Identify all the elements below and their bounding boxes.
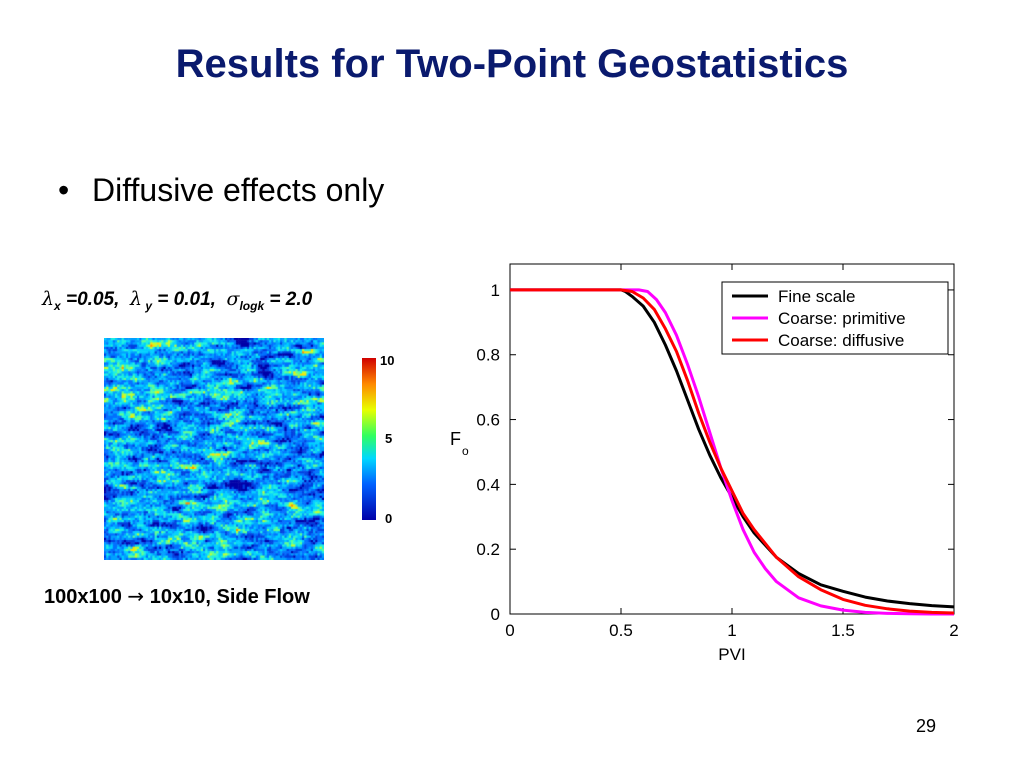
sigma-subscript: logk — [239, 298, 265, 313]
colorbar-label-mid: 5 — [385, 431, 393, 446]
chart-legend: Fine scale Coarse: primitive Coarse: diffu… — [721, 281, 949, 355]
y-tick-label: 0.4 — [476, 475, 500, 494]
parameter-line: λx =0.05, λ y = 0.01, σlogk = 2.0 — [42, 288, 312, 313]
x-axis-label: PVI — [718, 645, 745, 664]
y-tick-label: 0.8 — [476, 346, 500, 365]
x-tick-label: 1 — [727, 621, 736, 640]
bullet-text: Diffusive effects only — [92, 172, 385, 208]
y-tick-label: 0 — [491, 605, 500, 624]
bullet-item: • Diffusive effects only — [58, 172, 384, 209]
y-tick-label: 1 — [491, 281, 500, 300]
lambda-y-value: = 0.01, — [152, 289, 216, 310]
lambda-y-symbol: λ — [129, 288, 142, 310]
sigma-symbol: σ — [226, 288, 240, 310]
y-tick-label: 0.2 — [476, 540, 500, 559]
bullet-marker: • — [58, 172, 70, 208]
right-arrow-icon: → — [127, 584, 145, 608]
colorbar-label-min: 0 — [385, 511, 393, 526]
lambda-y-subscript: y — [141, 298, 152, 313]
colorbar-label-max: 10 — [380, 353, 395, 368]
series-line — [510, 288, 954, 616]
legend-entry: Coarse: diffusive — [778, 331, 904, 350]
lambda-x-subscript: x — [54, 298, 61, 313]
chart-series — [510, 288, 955, 616]
legend-entry: Coarse: primitive — [778, 309, 906, 328]
x-tick-label: 2 — [949, 621, 958, 640]
caption-right: 10x10, Side Flow — [144, 586, 310, 608]
permeability-field-map — [104, 338, 324, 560]
x-tick-label: 0.5 — [609, 621, 633, 640]
slide-title: Results for Two-Point Geostatistics — [175, 42, 849, 86]
lambda-x-value: =0.05, — [60, 289, 120, 310]
series-line — [510, 288, 955, 615]
colorbar — [362, 358, 376, 520]
sigma-value: = 2.0 — [264, 289, 313, 310]
legend-entry: Fine scale — [778, 287, 855, 306]
grid-caption: 100x100 → 10x10, Side Flow — [44, 584, 310, 609]
y-tick-label: 0.6 — [476, 411, 500, 430]
caption-left: 100x100 — [44, 586, 128, 608]
fractional-flow-chart: 0 0.5 1 1.5 2 0 0.2 0.4 0.6 0.8 1 PVI Fo Fine scale C… — [450, 263, 959, 664]
page-number: 29 — [915, 716, 936, 736]
y-axis-label-subscript: o — [462, 444, 469, 458]
x-tick-label: 0 — [505, 621, 514, 640]
lambda-x-symbol: λ — [42, 288, 55, 310]
y-axis-label: F — [450, 429, 461, 449]
x-tick-label: 1.5 — [831, 621, 855, 640]
